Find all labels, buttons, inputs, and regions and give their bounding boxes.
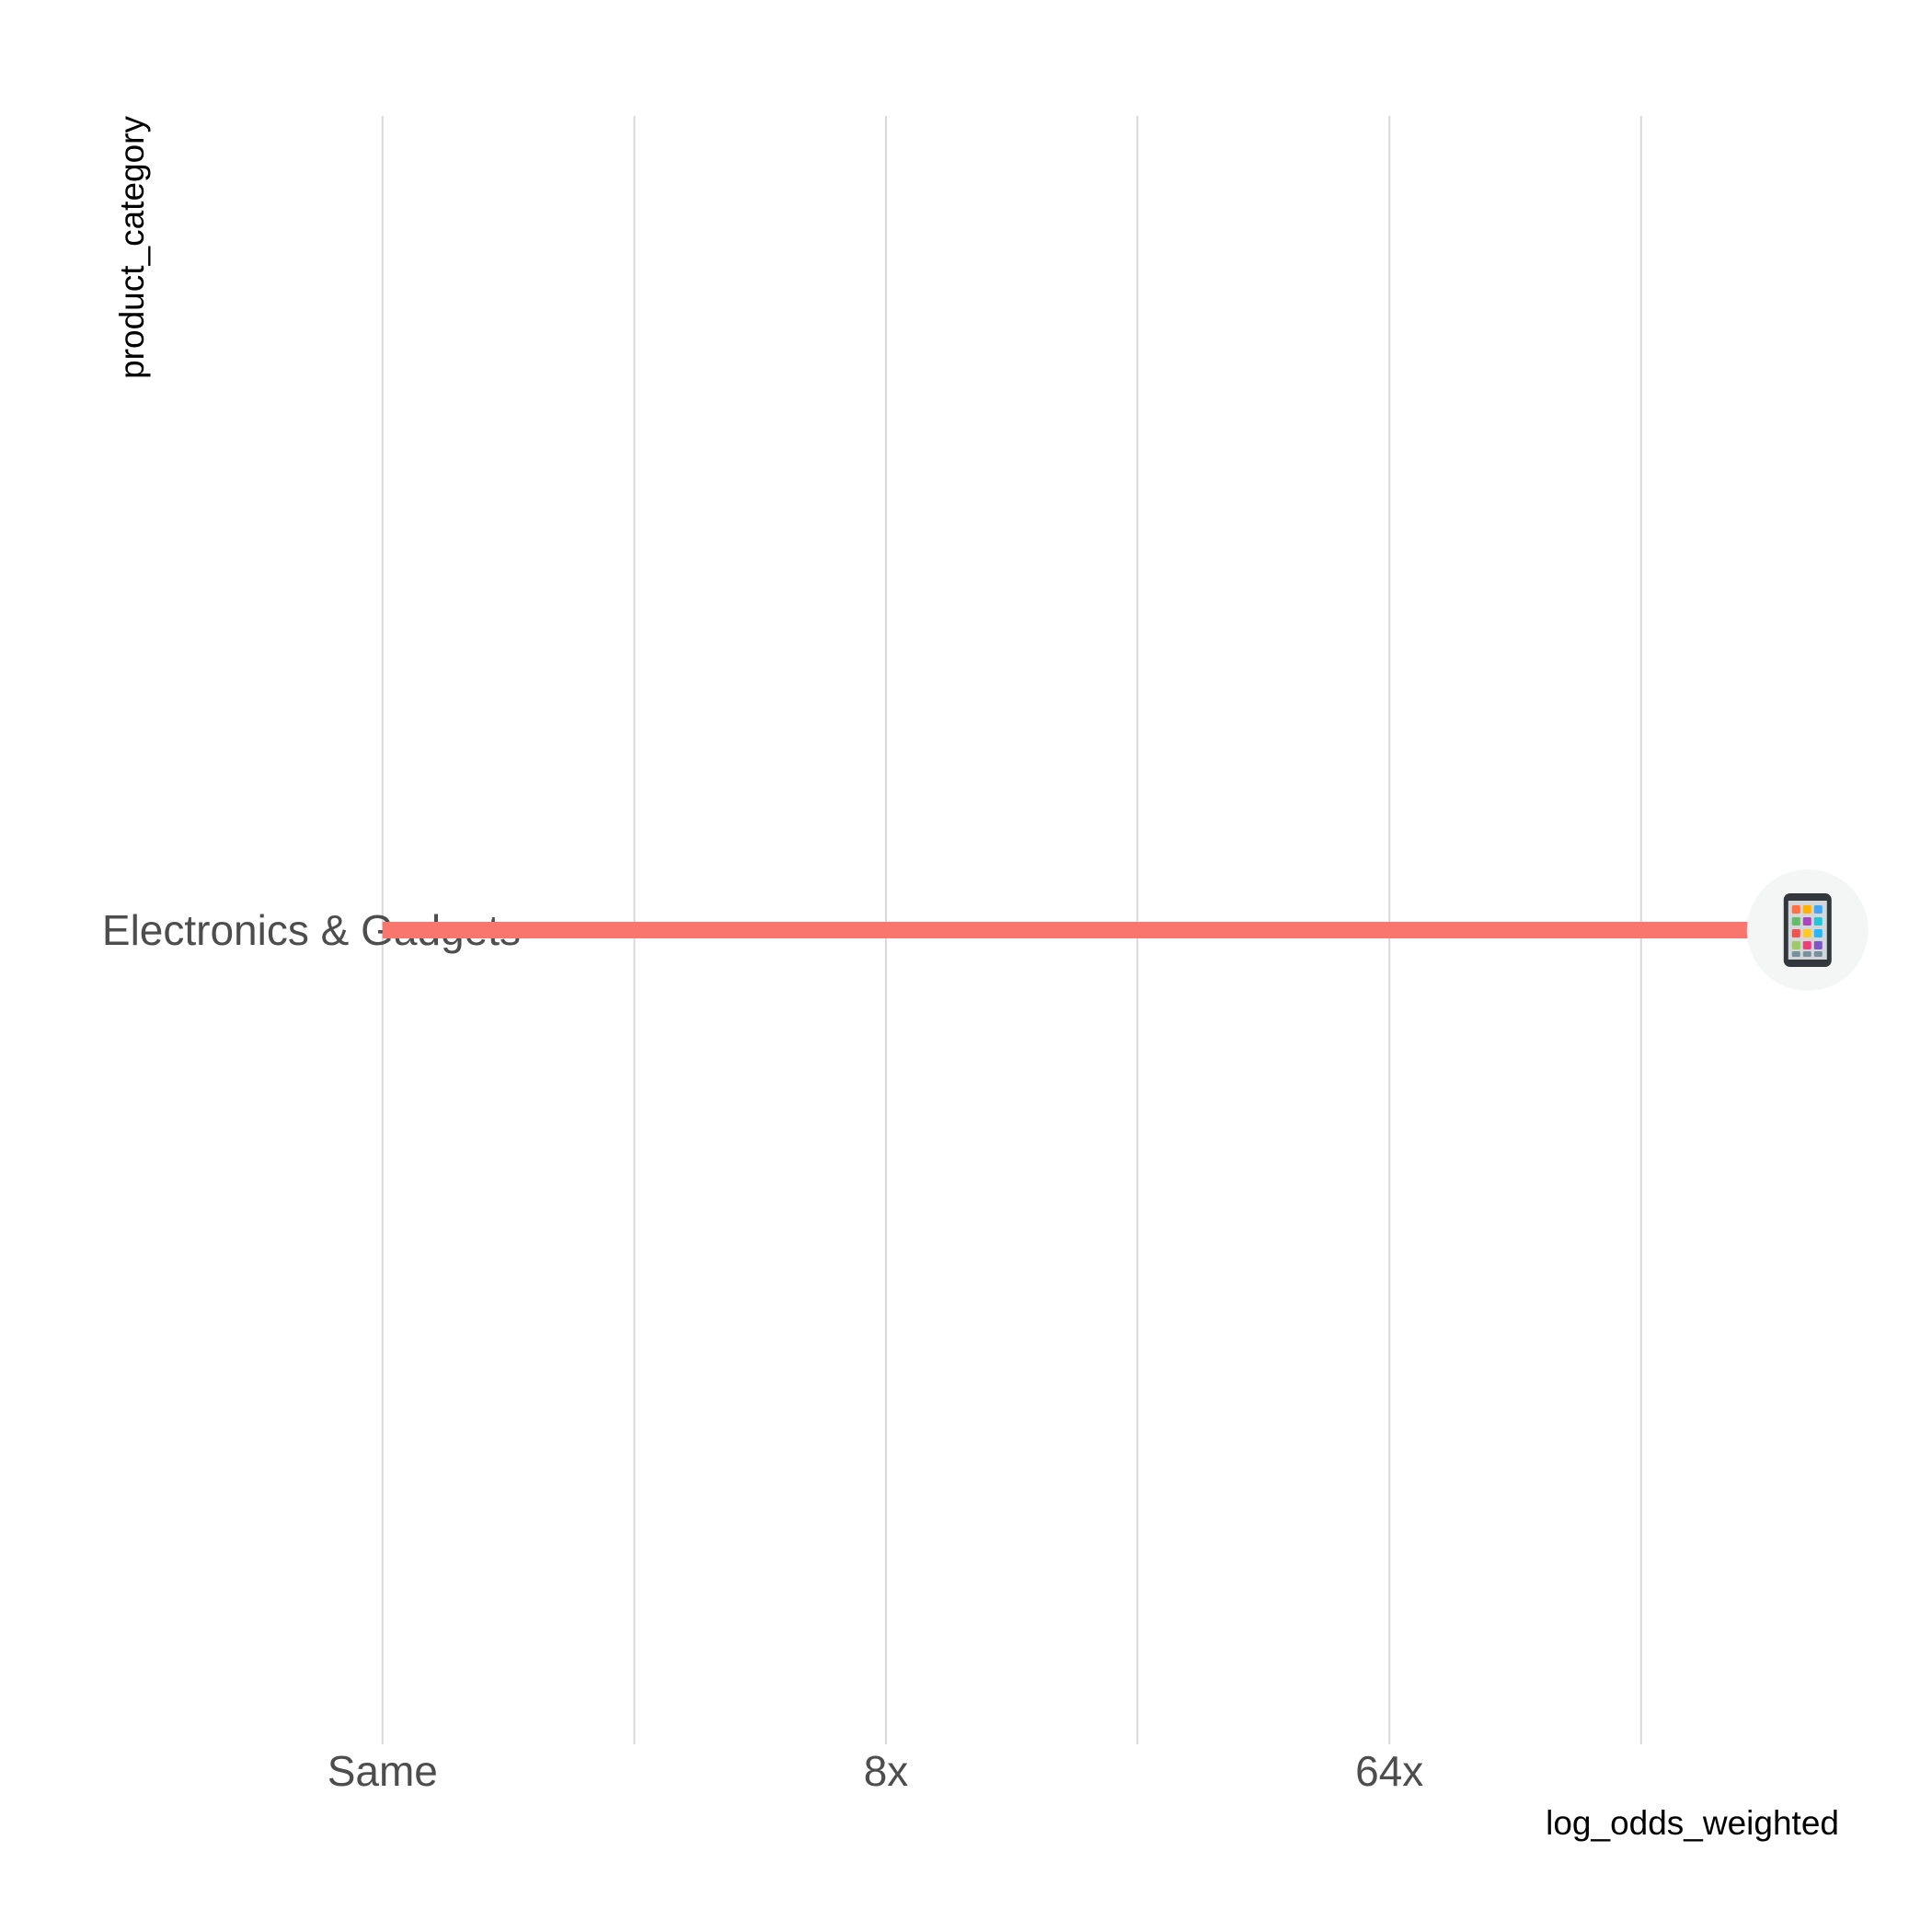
app-tile	[1791, 941, 1800, 949]
app-tile	[1791, 929, 1800, 937]
app-tile	[1813, 917, 1823, 926]
app-tile	[1802, 929, 1811, 937]
app-tile	[1813, 941, 1823, 949]
app-tile	[1791, 917, 1800, 926]
app-tile	[1791, 905, 1800, 914]
mobile-phone-icon	[1746, 869, 1869, 991]
x-tick-label-1: 8x	[864, 1747, 909, 1795]
x-tick-label-2: 64x	[1355, 1747, 1423, 1795]
dock-tile	[1802, 951, 1811, 957]
y-axis-title: product_category	[113, 116, 151, 379]
dock-tile	[1813, 951, 1823, 957]
app-tile	[1802, 917, 1811, 926]
icon-layer	[1746, 869, 1869, 991]
x-tick-label-0: Same	[328, 1747, 438, 1795]
x-axis-title: log_odds_weighted	[1546, 1804, 1839, 1842]
app-tile	[1813, 929, 1823, 937]
app-tile	[1802, 941, 1811, 949]
dock-tile	[1791, 951, 1800, 957]
app-tile	[1813, 905, 1823, 914]
app-tile	[1802, 905, 1811, 914]
